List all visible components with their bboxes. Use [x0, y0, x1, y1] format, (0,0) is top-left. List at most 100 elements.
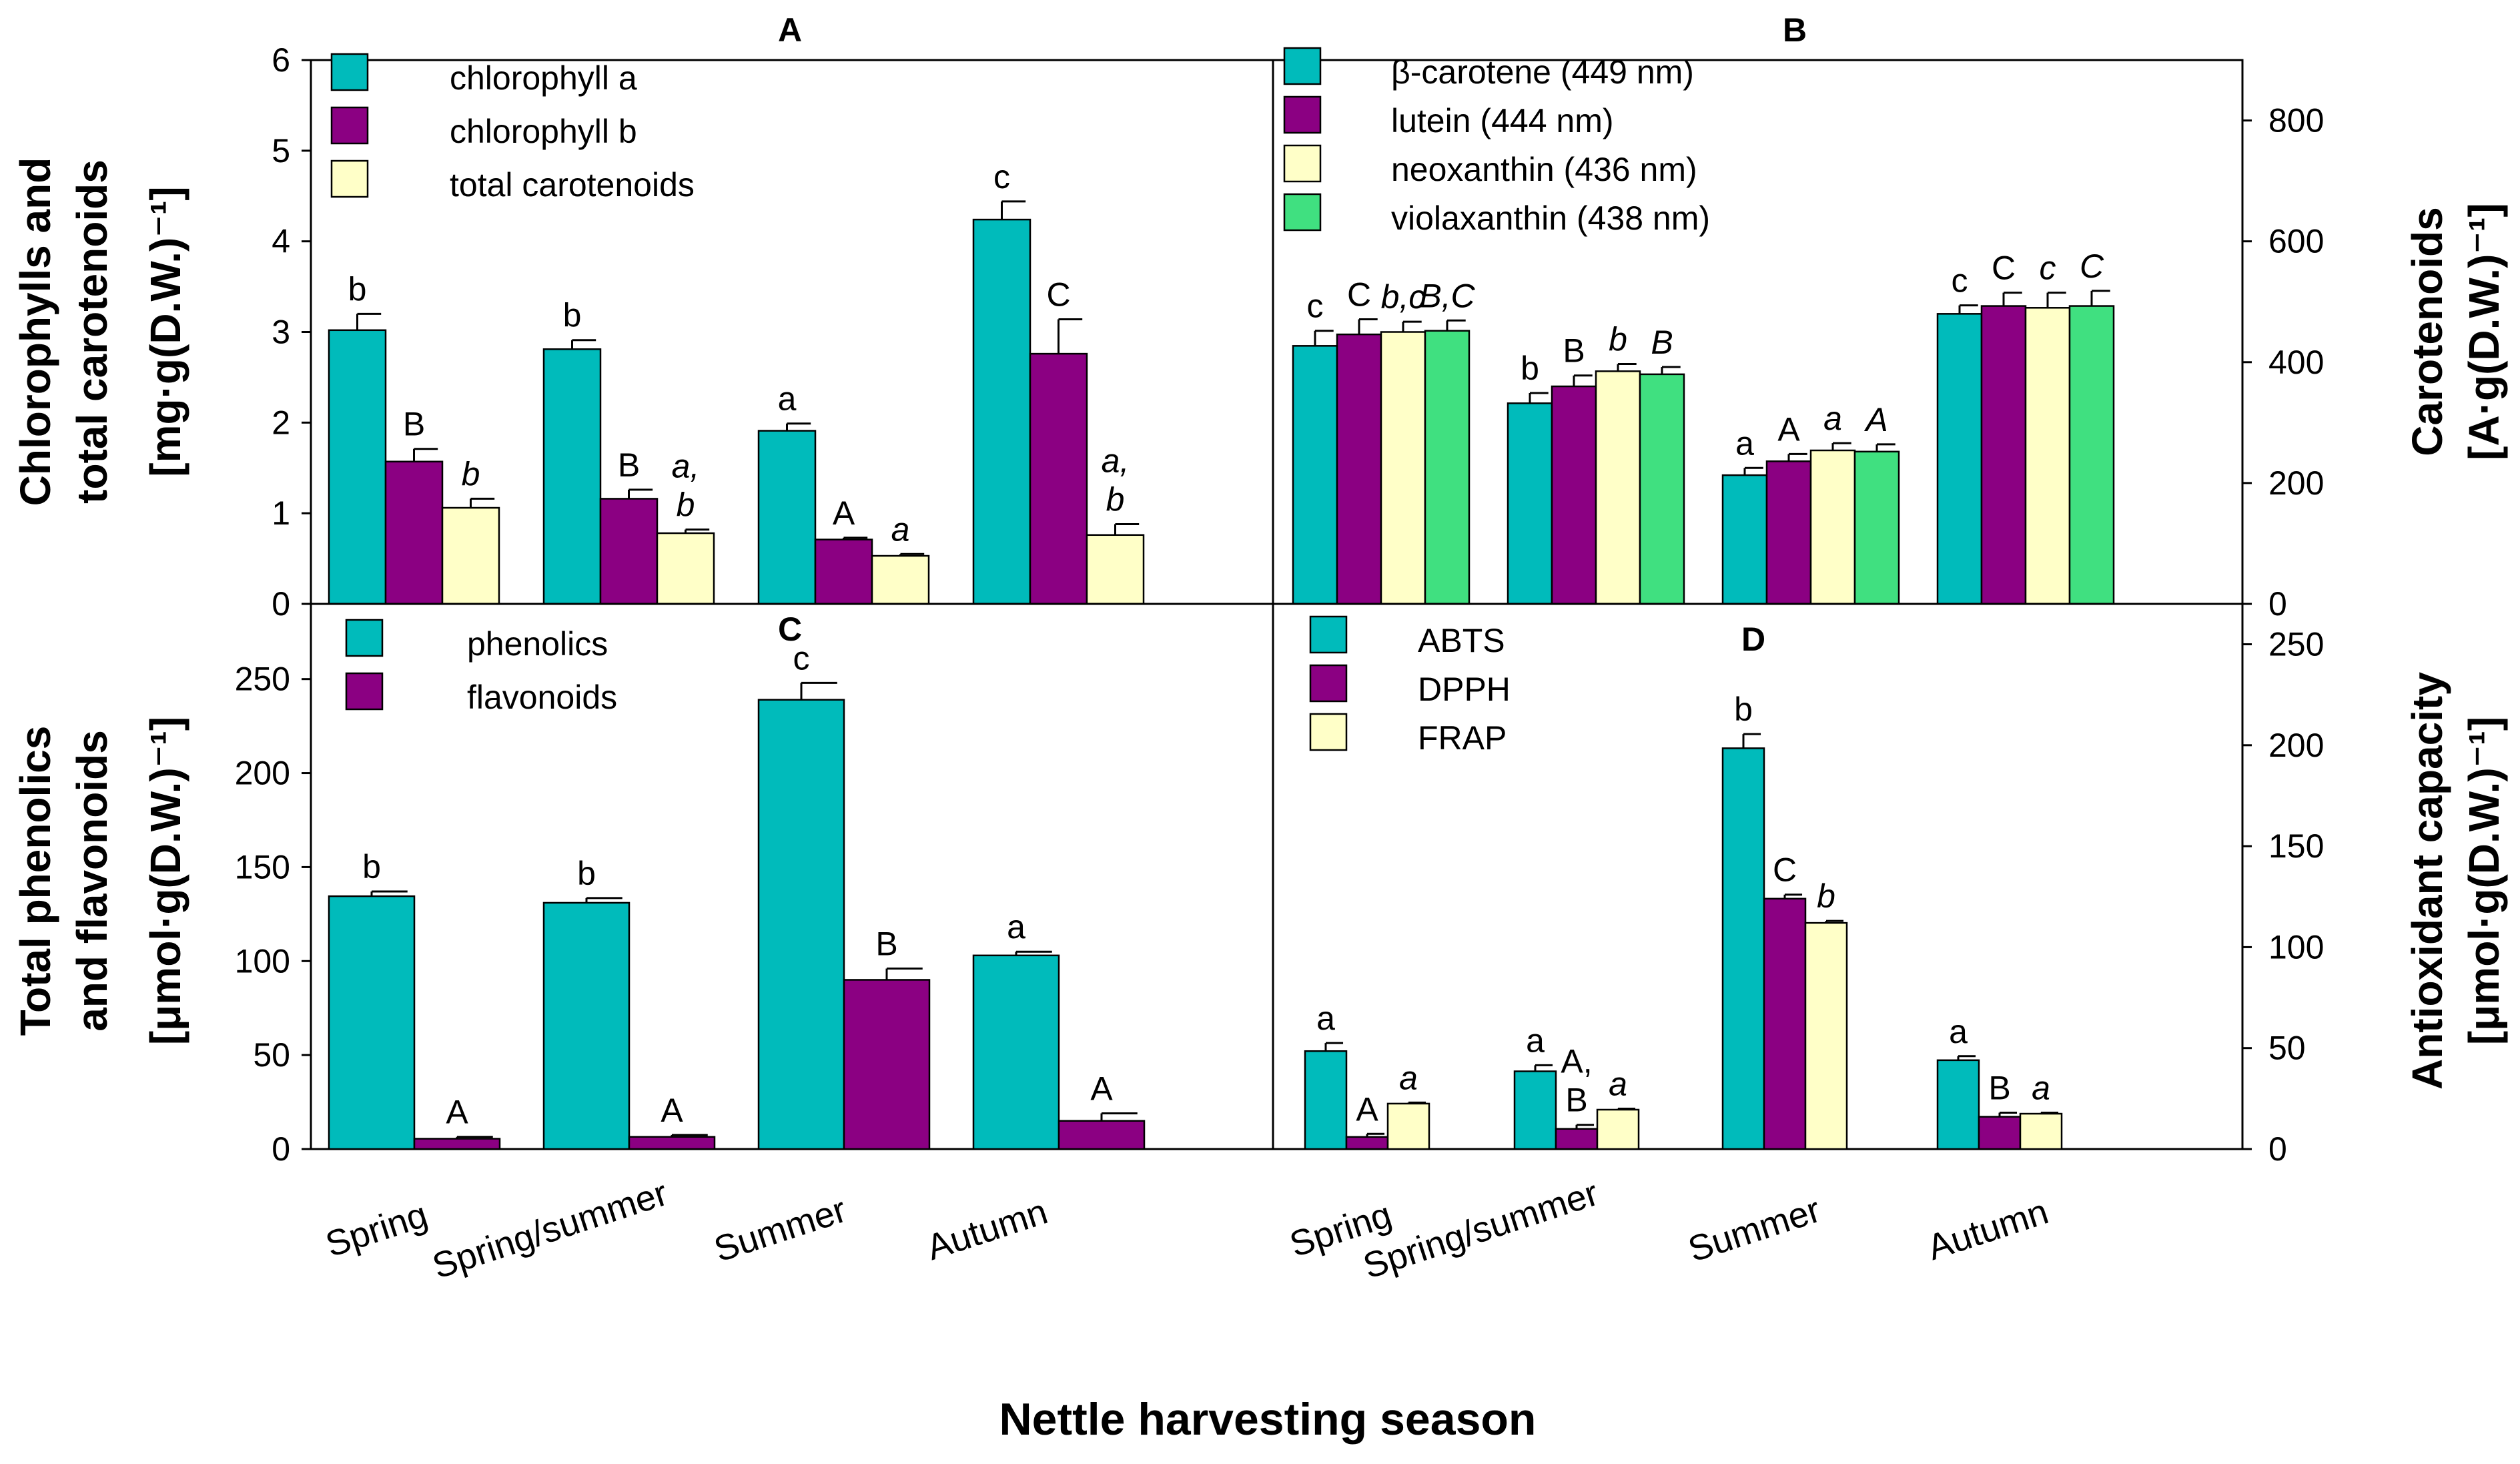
bar	[441, 506, 500, 605]
bar	[1345, 1136, 1389, 1150]
bar	[542, 348, 602, 605]
x-axis-title: Nettle harvesting season	[999, 1394, 1537, 1445]
significance-letter: a	[778, 380, 797, 418]
significance-letter: C	[2080, 248, 2104, 285]
significance-letter: a	[891, 510, 910, 548]
y-axis-label-line: [μmol·g(D.W.)⁻¹]	[141, 717, 189, 1045]
y-axis-label-line: [mg·g(D.W.)⁻¹]	[141, 186, 189, 476]
significance-letter: A	[1090, 1070, 1113, 1107]
significance-letter: b	[577, 855, 596, 892]
y-tick-label: 100	[2268, 928, 2324, 966]
bar	[1292, 345, 1338, 605]
legend-swatch	[1283, 47, 1322, 85]
significance-letter: B	[1651, 324, 1673, 361]
legend-swatch	[1309, 664, 1348, 703]
y-tick-label: 0	[2268, 1130, 2287, 1168]
panel-b: 0 200 400 600 800 B Carotenoids [A·g(D.W.)⁻¹] c b…	[1272, 11, 2508, 623]
legend-label: total carotenoids	[450, 166, 695, 204]
bar	[1424, 330, 1471, 605]
panel-title: C	[778, 611, 802, 648]
panel-title: B	[1783, 11, 1807, 49]
significance-letter: a	[1735, 424, 1754, 462]
bar	[2019, 1112, 2063, 1150]
y-tick-label: 150	[235, 848, 290, 885]
significance-letter: b	[462, 455, 480, 492]
bar	[1029, 352, 1088, 605]
y-tick-label: 200	[2268, 727, 2324, 764]
legend-swatch	[1309, 615, 1348, 654]
bar	[1763, 897, 1807, 1150]
y-axis-label-line: Chlorophylls and	[11, 157, 59, 506]
y-tick-label: 400	[2268, 344, 2324, 381]
significance-letter: B	[618, 446, 640, 484]
y-tick-label: 200	[235, 755, 290, 792]
bar	[1804, 922, 1848, 1150]
bar	[1507, 402, 1553, 605]
significance-letter: C	[1046, 276, 1070, 313]
y-axis-label-line: and flavonoids	[68, 730, 116, 1032]
legend-label: phenolics	[467, 625, 608, 663]
legend-label: chlorophyll a	[450, 59, 637, 97]
significance-letter: A	[1356, 1090, 1378, 1128]
significance-letter: c	[993, 158, 1010, 196]
significance-letter: b	[677, 486, 695, 524]
legend-label: DPPH	[1418, 671, 1511, 708]
legend-label: neoxanthin (436 nm)	[1391, 151, 1697, 188]
bar	[328, 329, 387, 605]
significance-letter: B,C	[1419, 277, 1475, 314]
y-tick-label: 150	[2268, 827, 2324, 865]
significance-letter: C	[1992, 250, 2016, 287]
y-tick-label: 0	[272, 585, 290, 623]
bar	[972, 218, 1031, 605]
panel-d: 0 50 100 150 200 250 D Antioxidant capacity [μmo…	[1272, 603, 2508, 1168]
significance-letter: b	[1609, 320, 1627, 358]
bar	[413, 1138, 501, 1150]
significance-letter: B	[403, 406, 425, 443]
bar	[1936, 1059, 1980, 1150]
significance-letter: b	[1734, 691, 1753, 728]
significance-letter: b	[1521, 350, 1539, 387]
y-tick-label: 250	[2268, 626, 2324, 663]
significance-letter: A	[833, 494, 855, 532]
bar	[1304, 1050, 1348, 1150]
y-tick-label: 100	[235, 942, 290, 980]
significance-letter: b	[348, 270, 367, 308]
bar	[1721, 747, 1765, 1150]
y-tick-label: 200	[2268, 464, 2324, 502]
bar	[384, 460, 444, 605]
significance-letter: b	[1817, 877, 1835, 915]
significance-letter: C	[1773, 851, 1797, 889]
bar	[1721, 474, 1768, 605]
bar	[814, 538, 873, 605]
bar	[1639, 373, 1685, 605]
y-axis-label-line: total carotenoids	[68, 159, 116, 504]
y-axis-label-line: [A·g(D.W.)⁻¹]	[2460, 203, 2508, 460]
significance-letter: A	[1777, 410, 1800, 448]
y-tick-label: 1	[272, 494, 290, 532]
bar	[1551, 385, 1597, 605]
bar	[328, 895, 416, 1150]
significance-letter: c	[1952, 262, 1968, 300]
bar	[1853, 450, 1900, 605]
panel-title: A	[778, 11, 802, 49]
y-tick-label: 0	[2268, 585, 2287, 623]
significance-letter: A	[661, 1092, 683, 1129]
significance-letter: a,	[1102, 442, 1130, 479]
bar	[1980, 305, 2027, 605]
significance-letter: C	[1347, 276, 1371, 313]
y-tick-label: 800	[2268, 102, 2324, 139]
bar	[1596, 1108, 1640, 1150]
bar	[542, 901, 631, 1150]
significance-letter: B	[875, 926, 897, 963]
y-axis-label-line: Carotenoids	[2403, 207, 2451, 456]
bar	[1936, 313, 1983, 605]
significance-letter: c	[1307, 288, 1324, 325]
significance-letter: a	[1949, 1013, 1968, 1050]
panel-title: D	[1741, 621, 1765, 658]
bar	[843, 979, 931, 1150]
y-axis-label-line: [μmol·g(D.W.)⁻¹]	[2460, 717, 2508, 1045]
significance-letter: a	[1609, 1065, 1627, 1102]
